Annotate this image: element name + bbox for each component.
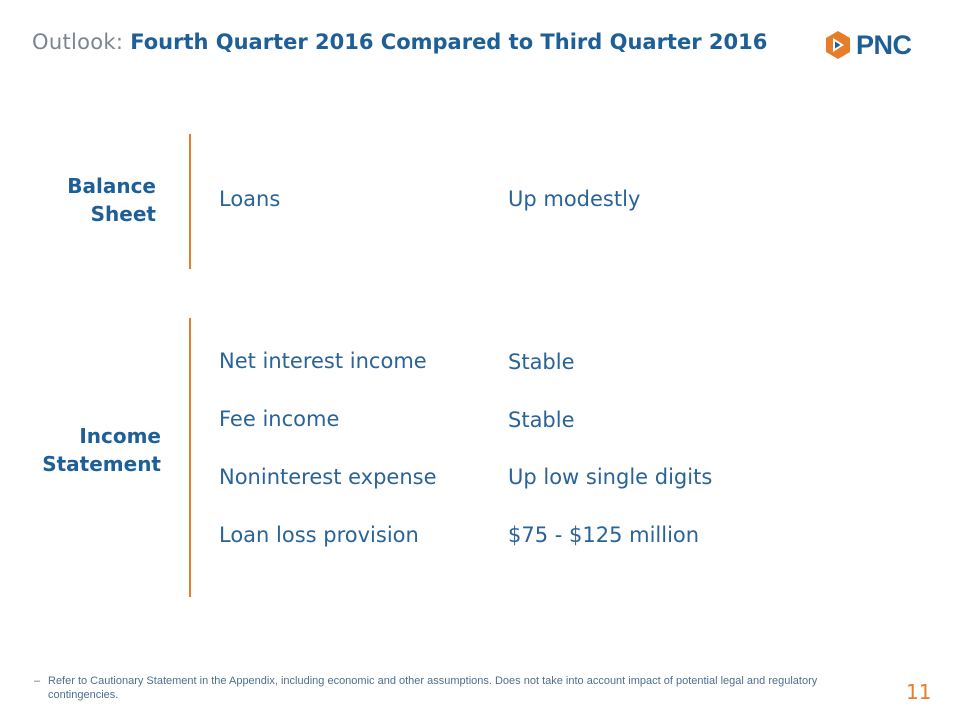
footnote-bullet: – (34, 675, 41, 687)
section-divider-income-statement (189, 318, 191, 597)
row-outlook: $75 - $125 million (508, 523, 700, 547)
section-label-line1: Balance (67, 174, 156, 198)
footnote-text: Refer to Cautionary Statement in the App… (48, 675, 818, 701)
row-item: Noninterest expense (219, 465, 437, 489)
section-label-line2: Sheet (90, 202, 156, 226)
title-lead: Outlook: (32, 30, 131, 54)
section-label-income-statement: Income Statement (20, 422, 161, 478)
row-outlook: Up low single digits (508, 465, 713, 489)
section-label-line2: Statement (42, 452, 161, 476)
pnc-logo: PNC (823, 28, 912, 62)
row-item: Net interest income (219, 349, 427, 373)
row-outlook: Stable (508, 350, 575, 374)
section-divider-balance-sheet (189, 134, 191, 269)
footnote: – Refer to Cautionary Statement in the A… (34, 674, 884, 702)
row-item: Fee income (219, 407, 340, 431)
pnc-logo-icon (826, 31, 850, 59)
page-number: 11 (906, 680, 932, 704)
section-label-line1: Income (79, 424, 161, 448)
page-title: Outlook: Fourth Quarter 2016 Compared to… (32, 30, 767, 54)
row-item: Loans (219, 187, 281, 211)
row-outlook: Up modestly (508, 187, 641, 211)
row-item: Loan loss provision (219, 523, 419, 547)
pnc-logo-text: PNC (856, 29, 912, 60)
row-outlook: Stable (508, 408, 575, 432)
title-main: Fourth Quarter 2016 Compared to Third Qu… (130, 30, 768, 54)
section-label-balance-sheet: Balance Sheet (40, 172, 156, 228)
